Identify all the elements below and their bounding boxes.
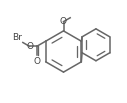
Text: O: O [26, 42, 33, 51]
Text: O: O [60, 17, 67, 26]
Text: O: O [33, 57, 40, 66]
Text: Br: Br [12, 33, 22, 42]
